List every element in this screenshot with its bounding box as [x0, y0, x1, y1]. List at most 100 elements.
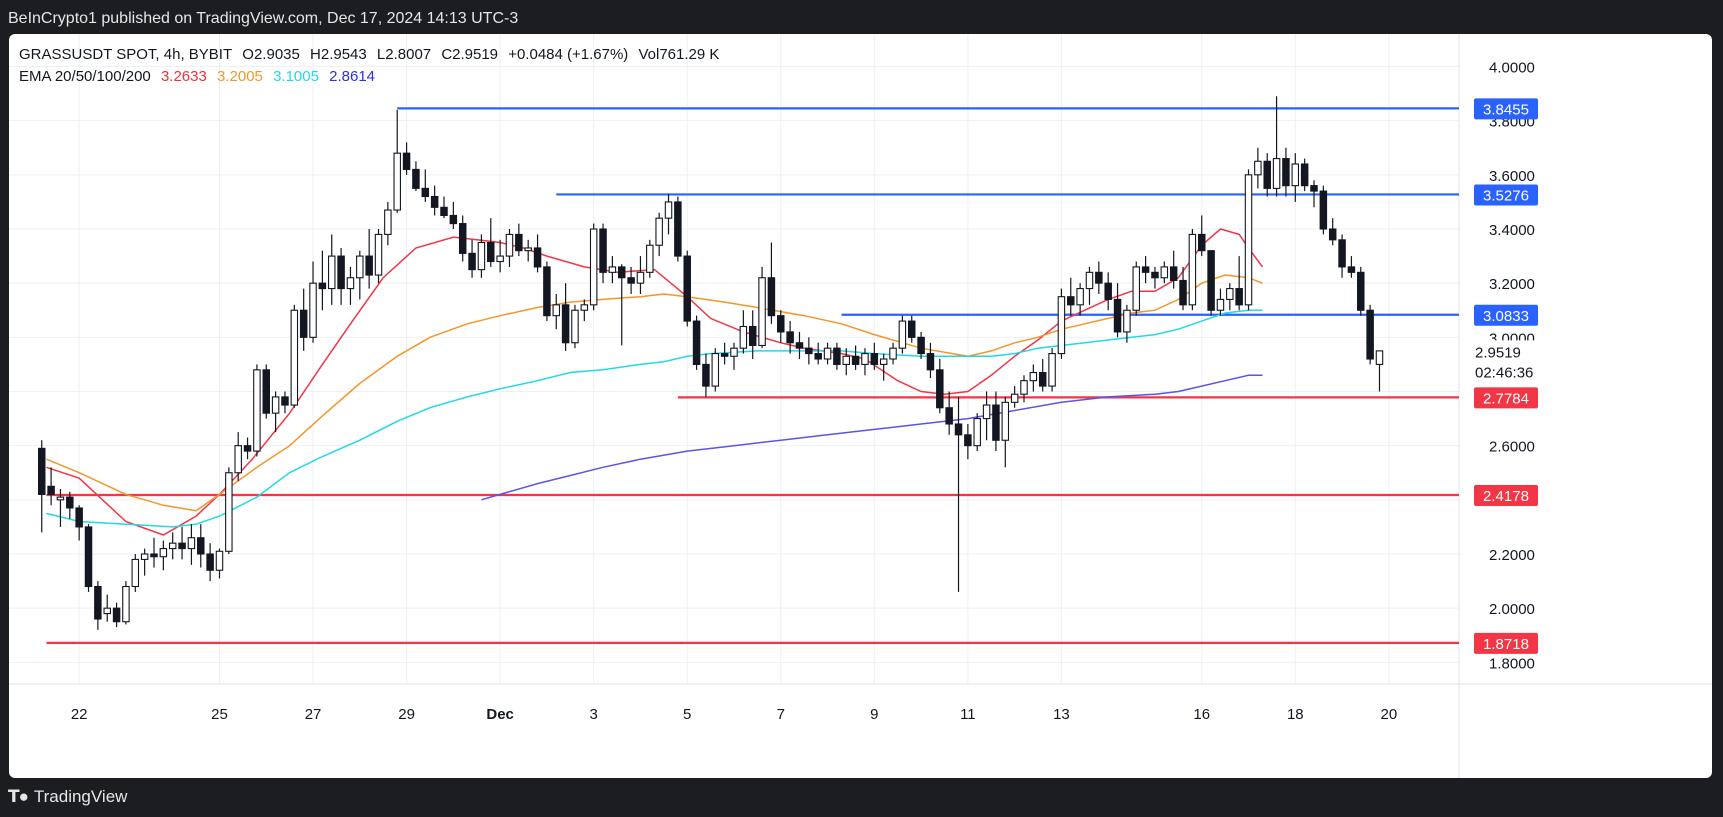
time-tick-label: 20: [1380, 706, 1397, 723]
chart-panel[interactable]: 4.00003.80003.60003.40003.20003.00002.80…: [9, 34, 1712, 778]
candle-body: [318, 282, 327, 290]
candle-body: [374, 233, 383, 276]
candle-body: [468, 252, 476, 271]
candle-body: [589, 228, 598, 306]
ema-200-value: 2.8614: [329, 68, 376, 85]
candle-body: [1113, 298, 1122, 333]
price-level-badge: [1474, 98, 1538, 120]
candle-body: [599, 228, 607, 273]
candle-body: [748, 325, 757, 347]
time-tick-label: 18: [1287, 706, 1304, 723]
price-tick-label: 2.0000: [1489, 601, 1535, 618]
candle-body: [365, 255, 373, 276]
time-tick-label: 7: [777, 706, 785, 723]
price-level-badge-text: 3.8455: [1483, 101, 1529, 118]
time-tick-label: 13: [1053, 706, 1070, 723]
candle-body: [524, 247, 532, 252]
candle-body: [561, 304, 570, 344]
candle-body: [1226, 288, 1234, 300]
time-tick-label: 25: [211, 706, 228, 723]
candle-body: [1272, 158, 1281, 189]
candle-body: [1328, 228, 1337, 241]
price-level-badge-text: 3.0833: [1483, 308, 1529, 325]
candle-body: [1067, 296, 1075, 306]
candle-body: [851, 355, 860, 365]
symbol-name: GRASSUSDT SPOT, 4h, BYBIT: [19, 46, 233, 63]
candle-body: [730, 347, 738, 357]
candle-body: [1263, 160, 1271, 189]
price-level-badge: [1474, 485, 1538, 507]
candle-body: [271, 396, 280, 414]
candle-body: [47, 485, 55, 495]
candle-body: [795, 342, 804, 349]
candle-body: [814, 353, 822, 360]
candle-body: [1310, 185, 1318, 192]
candle-body: [533, 247, 542, 268]
candle-body: [215, 550, 224, 571]
time-tick-label: 9: [870, 706, 878, 723]
candle-body: [758, 277, 766, 347]
candle-body: [225, 472, 233, 552]
current-price-box: [1474, 340, 1554, 383]
candle-body: [1141, 266, 1150, 273]
candle-body: [571, 309, 579, 344]
candle-body: [982, 404, 991, 420]
candle-body: [842, 355, 851, 365]
candle-body: [84, 526, 93, 588]
candle-body: [1151, 271, 1159, 279]
time-tick-label: 16: [1193, 706, 1210, 723]
candle-body: [870, 353, 879, 365]
price-tick-label: 2.6000: [1489, 439, 1535, 456]
change-value: +0.0484 (+1.67%): [508, 46, 629, 63]
candle-body: [103, 607, 111, 615]
ema-label: EMA 20/50/100/200: [19, 68, 151, 85]
low-value: L2.8007: [376, 46, 432, 63]
price-level-badge: [1474, 632, 1538, 654]
candle-body: [608, 266, 617, 273]
candle-body: [1366, 309, 1374, 360]
candle-body: [711, 353, 720, 387]
candle-countdown-text: 02:46:36: [1475, 364, 1533, 381]
price-tick-label: 3.4000: [1489, 222, 1535, 239]
candle-body: [1319, 190, 1328, 230]
level-badges: 3.8455 3.5276 3.0833 2.7784 2.4178 1.8718 2.95…: [1474, 98, 1554, 654]
candle-body: [926, 353, 935, 371]
candle-body: [412, 168, 420, 189]
price-level-badge-text: 2.7784: [1483, 390, 1529, 407]
candle-body: [496, 255, 504, 263]
candle-body: [393, 152, 401, 211]
candle-body: [992, 404, 1000, 441]
time-tick-label: 27: [305, 706, 322, 723]
candle-body: [702, 363, 710, 387]
candle-body: [477, 241, 486, 271]
candle-body: [1291, 163, 1300, 187]
candle-body: [150, 553, 158, 558]
time-axis[interactable]: 22 25 27 29 Dec 3 5 7 9 11 13 16 18 20: [71, 706, 1397, 723]
price-level-badge: [1474, 304, 1538, 326]
candle-body: [683, 255, 691, 322]
price-level-badge: [1474, 184, 1538, 206]
candle-body: [122, 585, 130, 623]
time-tick-label: 22: [71, 706, 88, 723]
candle-body: [1282, 158, 1290, 187]
price-tick-label: 1.8000: [1489, 655, 1535, 672]
ema-20-value: 3.2633: [160, 68, 207, 85]
candle-body: [861, 353, 869, 365]
price-chart[interactable]: 4.00003.80003.60003.40003.20003.00002.80…: [9, 34, 1712, 778]
time-tick-label: 5: [683, 706, 691, 723]
candle-body: [1038, 371, 1047, 387]
price-level-badge-text: 1.8718: [1483, 636, 1529, 653]
price-level-badge: [1474, 387, 1538, 409]
symbol-line: GRASSUSDT SPOT, 4h, BYBIT O2.9035 H2.954…: [19, 44, 725, 66]
tradingview-branding[interactable]: 𝗧● TradingView: [8, 787, 127, 807]
candle-body: [1057, 296, 1066, 355]
candle-body: [356, 255, 364, 279]
tradingview-logo-icon: 𝗧●: [8, 787, 29, 806]
candle-body: [1197, 233, 1206, 252]
candle-body: [898, 320, 907, 349]
candle-body: [879, 358, 888, 365]
close-value: C2.9519: [441, 46, 499, 63]
candle-body: [1123, 309, 1131, 333]
candle-body: [889, 347, 897, 360]
candle-body: [1254, 160, 1262, 176]
